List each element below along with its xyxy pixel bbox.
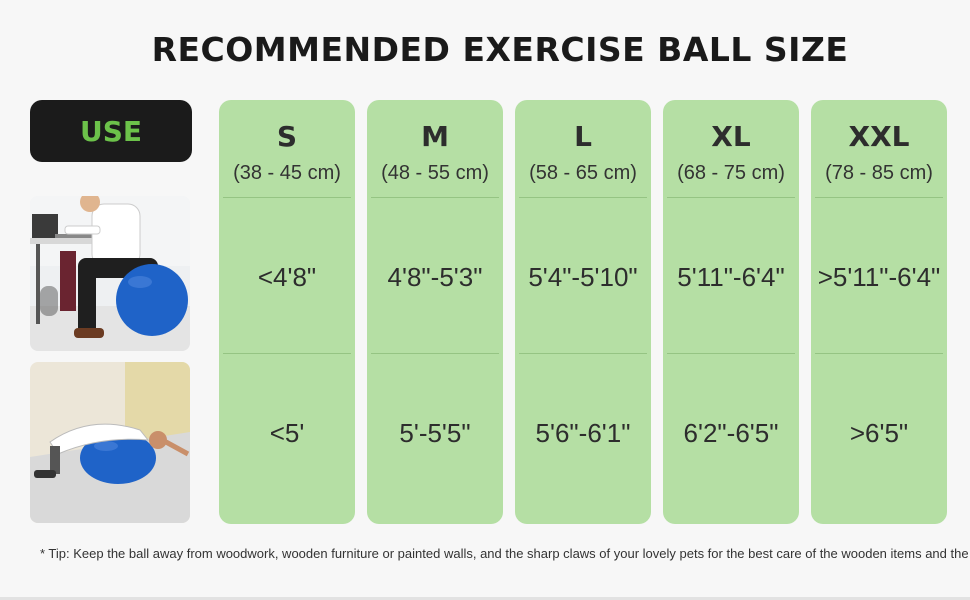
- size-column-xxl: XXL (78 - 85 cm) >5'11"-6'4" >6'5": [811, 100, 947, 524]
- office-chair-ball-photo-icon: [30, 196, 190, 351]
- size-label: S: [276, 120, 298, 153]
- page-title: RECOMMENDED EXERCISE BALL SIZE: [151, 30, 849, 69]
- office-height: 5'11"-6'4": [677, 262, 785, 292]
- divider: [371, 197, 499, 198]
- size-column-m: M (48 - 55 cm) 4'8"-5'3" 5'-5'5": [367, 100, 503, 524]
- divider: [223, 197, 351, 198]
- size-column-xl: XL (68 - 75 cm) 5'11"-6'4" 6'2"-6'5": [663, 100, 799, 524]
- stretch-height: <5': [269, 418, 305, 448]
- stretch-height: 6'2"-6'5": [683, 418, 779, 448]
- stretch-height: >6'5": [849, 418, 909, 448]
- size-range: (58 - 65 cm): [529, 162, 637, 184]
- size-label: XL: [711, 120, 751, 153]
- care-tip: * Tip: Keep the ball away from woodwork,…: [40, 546, 970, 561]
- size-column-s: S (38 - 45 cm) <4'8" <5': [219, 100, 355, 524]
- stretch-height: 5'6"-6'1": [535, 418, 631, 448]
- use-badge: USE: [30, 100, 192, 162]
- divider: [519, 353, 647, 354]
- office-height: <4'8": [257, 262, 317, 292]
- divider: [667, 353, 795, 354]
- divider: [519, 197, 647, 198]
- size-label: M: [421, 120, 449, 153]
- stretching-on-ball-photo-icon: [30, 362, 190, 523]
- stretch-height: 5'-5'5": [399, 418, 471, 448]
- size-range: (78 - 85 cm): [825, 162, 933, 184]
- bottom-divider: [0, 597, 970, 600]
- size-column-l: L (58 - 65 cm) 5'4"-5'10" 5'6"-6'1": [515, 100, 651, 524]
- divider: [667, 197, 795, 198]
- office-height: 5'4"-5'10": [528, 262, 638, 292]
- divider: [815, 197, 943, 198]
- office-height: >5'11"-6'4": [817, 262, 941, 292]
- office-height: 4'8"-5'3": [387, 262, 483, 292]
- size-range: (38 - 45 cm): [233, 162, 341, 184]
- divider: [815, 353, 943, 354]
- size-label: L: [574, 120, 592, 153]
- use-label: USE: [79, 114, 143, 148]
- size-range: (48 - 55 cm): [381, 162, 489, 184]
- divider: [371, 353, 499, 354]
- size-label: XXL: [848, 120, 910, 153]
- divider: [223, 353, 351, 354]
- size-range: (68 - 75 cm): [677, 162, 785, 184]
